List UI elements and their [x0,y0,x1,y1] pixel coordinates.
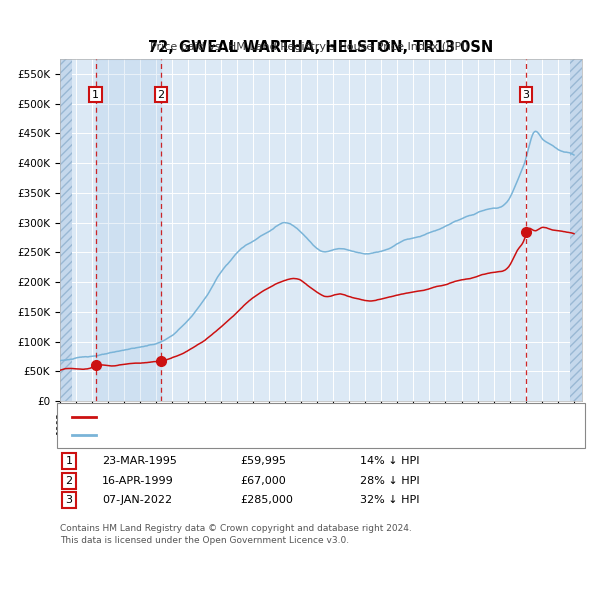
Text: 3: 3 [65,496,73,505]
Bar [60,56,72,401]
Text: 1: 1 [92,90,99,100]
Text: £285,000: £285,000 [240,496,293,505]
Text: 3: 3 [523,90,530,100]
Text: £59,995: £59,995 [240,457,286,466]
Text: 07-JAN-2022: 07-JAN-2022 [102,496,172,505]
Text: HPI: Average price, detached house, Cornwall: HPI: Average price, detached house, Corn… [102,431,340,440]
Text: 72, GWEAL WARTHA, HELSTON, TR13 0SN (detached house): 72, GWEAL WARTHA, HELSTON, TR13 0SN (det… [102,412,415,422]
Text: 2: 2 [65,476,73,486]
Text: £67,000: £67,000 [240,476,286,486]
Text: Price paid vs. HM Land Registry's House Price Index (HPI): Price paid vs. HM Land Registry's House … [149,42,469,52]
Title: 72, GWEAL WARTHA, HELSTON, TR13 0SN: 72, GWEAL WARTHA, HELSTON, TR13 0SN [148,40,494,55]
Text: 14% ↓ HPI: 14% ↓ HPI [360,457,419,466]
Text: 23-MAR-1995: 23-MAR-1995 [102,457,177,466]
Text: Contains HM Land Registry data © Crown copyright and database right 2024.
This d: Contains HM Land Registry data © Crown c… [60,524,412,545]
Text: 1: 1 [65,457,73,466]
Text: 16-APR-1999: 16-APR-1999 [102,476,174,486]
Text: 32% ↓ HPI: 32% ↓ HPI [360,496,419,505]
Bar [570,56,582,401]
Text: 28% ↓ HPI: 28% ↓ HPI [360,476,419,486]
Text: 2: 2 [157,90,164,100]
Bar [95,59,161,401]
